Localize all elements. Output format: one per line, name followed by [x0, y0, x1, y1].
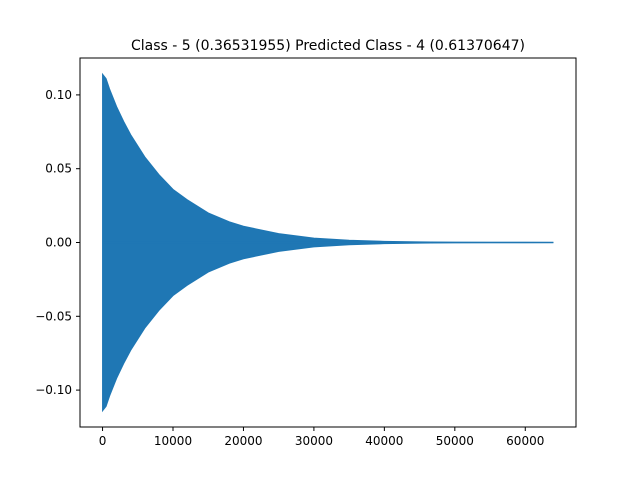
y-tick-label: 0.10 [45, 88, 72, 102]
x-tick-label: 40000 [365, 434, 403, 448]
y-tick-label: 0.00 [45, 236, 72, 250]
axes: 0 10000 20000 30000 40000 50000 60000 −0.10 −0.0… [35, 57, 577, 448]
chart-title: Class - 5 (0.36531955) Predicted Class -… [131, 38, 525, 54]
x-tick-label: 60000 [506, 434, 544, 448]
plot-area [102, 72, 554, 413]
x-tick-label: 0 [99, 434, 107, 448]
x-tick-label: 30000 [295, 434, 333, 448]
y-tick-label: −0.05 [35, 309, 72, 323]
x-tick-label: 10000 [154, 434, 192, 448]
y-tick-label: 0.05 [45, 162, 72, 176]
x-tick-label: 50000 [436, 434, 474, 448]
y-tick-label: −0.10 [35, 383, 72, 397]
x-tick-label: 20000 [224, 434, 262, 448]
